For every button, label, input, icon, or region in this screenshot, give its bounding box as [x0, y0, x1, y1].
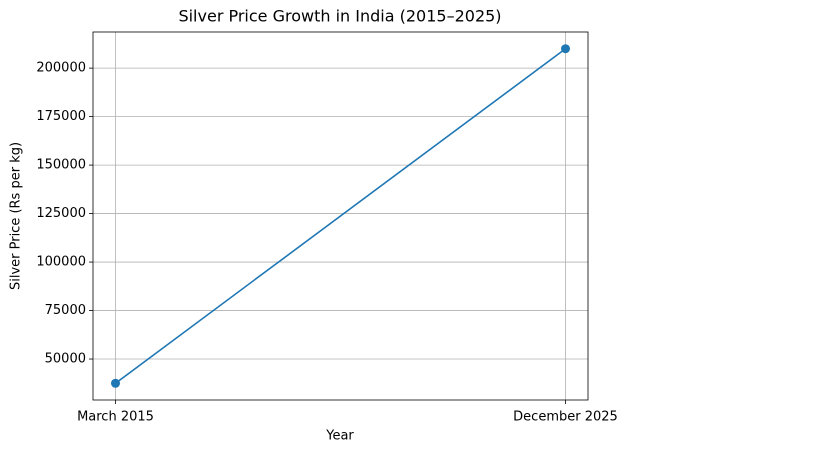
- y-tick-label: 175000: [36, 109, 86, 124]
- y-tick-label: 50000: [45, 352, 86, 367]
- point: [111, 378, 120, 388]
- y-tick-label: 75000: [45, 303, 86, 318]
- x-tick-label: March 2015: [77, 410, 154, 425]
- plot-frame: [92, 31, 589, 401]
- y-tick-label: 200000: [36, 61, 86, 76]
- line: [115, 48, 566, 384]
- y-tick-label: 150000: [36, 158, 86, 173]
- chart-title: Silver Price Growth in India (2015–2025): [178, 7, 501, 26]
- x-axis-label: Year: [325, 429, 354, 444]
- y-tick-label: 125000: [36, 206, 86, 221]
- point: [561, 44, 570, 54]
- x-tick-label: December 2025: [513, 410, 618, 425]
- y-tick-label: 100000: [36, 255, 86, 270]
- y-axis-label: Silver Price (Rs per kg): [9, 142, 24, 290]
